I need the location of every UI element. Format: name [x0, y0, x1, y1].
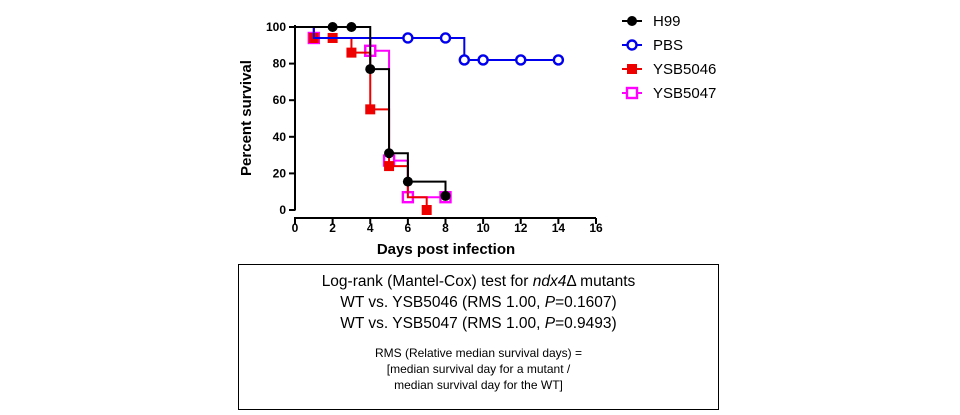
- x-tick-label: 16: [589, 221, 603, 235]
- x-tick-label: 14: [552, 221, 566, 235]
- x-tick-label: 0: [292, 221, 299, 235]
- y-tick-label: 0: [279, 203, 286, 217]
- data-point: [402, 32, 414, 44]
- x-tick-label: 2: [329, 221, 336, 235]
- legend-marker: [625, 86, 639, 100]
- p-value-ysb5047: =0.9493): [555, 315, 617, 332]
- test-title: Log-rank (Mantel-Cox) test for ndx4Δ mut…: [239, 271, 718, 292]
- legend-item-ysb5046: YSB5046: [622, 61, 716, 78]
- legend-label: YSB5047: [653, 85, 716, 102]
- y-tick-label: 40: [273, 130, 287, 144]
- x-tick-label: 10: [476, 221, 490, 235]
- log-rank-test-box: Log-rank (Mantel-Cox) test for ndx4Δ mut…: [238, 264, 719, 410]
- rms-formula-numerator: [median survival day for a mutant /: [386, 362, 571, 376]
- data-point: [515, 54, 527, 66]
- data-point: [384, 148, 395, 159]
- p-symbol: P: [544, 294, 556, 311]
- comparison-ysb5047-text: WT vs. YSB5047 (RMS 1.00,: [340, 315, 545, 332]
- data-point: [439, 32, 452, 44]
- series-line: [295, 26, 447, 196]
- legend-item-ysb5047: YSB5047: [622, 85, 716, 102]
- data-point: [384, 161, 395, 172]
- rms-formula-denominator: median survival day for the WT]: [394, 378, 563, 392]
- legend-label: YSB5046: [653, 61, 716, 78]
- legend-label: H99: [653, 13, 681, 30]
- legend-label: PBS: [653, 37, 683, 54]
- gene-name: ndx4: [532, 273, 567, 290]
- series-pbs: [295, 26, 565, 66]
- p-value-ysb5046: =0.1607): [555, 294, 617, 311]
- p-symbol: P: [544, 315, 556, 332]
- test-title-text: Log-rank (Mantel-Cox) test for: [321, 273, 533, 290]
- x-axis-title: Days post infection: [377, 241, 515, 258]
- data-point: [365, 64, 376, 75]
- rms-definition: RMS (Relative median survival days) =: [374, 346, 583, 360]
- chart-series: [295, 22, 565, 215]
- x-tick-label: 8: [442, 221, 449, 235]
- legend-item-pbs: PBS: [622, 37, 683, 54]
- y-tick-label: 60: [273, 93, 287, 107]
- y-tick-label: 80: [273, 57, 287, 71]
- data-point: [458, 54, 471, 66]
- y-axis-title: Percent survival: [238, 60, 255, 176]
- survival-chart: 0 20 40 60 80 100 0 2 4 6 8 10 12 14 16 H99 PBS YSB5046 Y…: [238, 13, 716, 258]
- data-point: [402, 176, 413, 187]
- legend-item-h99: H99: [622, 13, 681, 30]
- delta-symbol: Δ: [566, 273, 576, 290]
- data-point: [346, 47, 357, 58]
- x-tick-label: 6: [405, 221, 412, 235]
- x-tick-label: 12: [514, 221, 528, 235]
- data-point: [552, 54, 565, 66]
- data-point: [346, 22, 357, 32]
- data-point: [327, 22, 338, 32]
- data-point: [477, 54, 489, 66]
- comparison-ysb5046: WT vs. YSB5046 (RMS 1.00, P=0.1607): [239, 292, 718, 313]
- chart-legend: H99 PBS YSB5046 YSB5047: [622, 13, 716, 102]
- comparison-ysb5046-text: WT vs. YSB5046 (RMS 1.00,: [340, 294, 545, 311]
- legend-marker: [626, 39, 638, 51]
- test-title-suffix: mutants: [575, 273, 636, 290]
- data-point: [365, 104, 376, 115]
- series-ysb5046: [295, 26, 432, 215]
- comparison-ysb5047: WT vs. YSB5047 (RMS 1.00, P=0.9493): [239, 313, 718, 334]
- series-h99: [295, 22, 451, 201]
- legend-marker: [627, 64, 637, 74]
- data-point: [421, 205, 432, 215]
- y-tick-label: 20: [273, 166, 287, 180]
- x-tick-label: 4: [367, 221, 374, 235]
- series-ysb5047: [295, 26, 452, 204]
- data-point: [440, 190, 451, 201]
- legend-marker: [627, 16, 637, 26]
- chart-axes: 0 20 40 60 80 100 0 2 4 6 8 10 12 14 16: [266, 20, 603, 235]
- y-tick-label: 100: [266, 20, 286, 34]
